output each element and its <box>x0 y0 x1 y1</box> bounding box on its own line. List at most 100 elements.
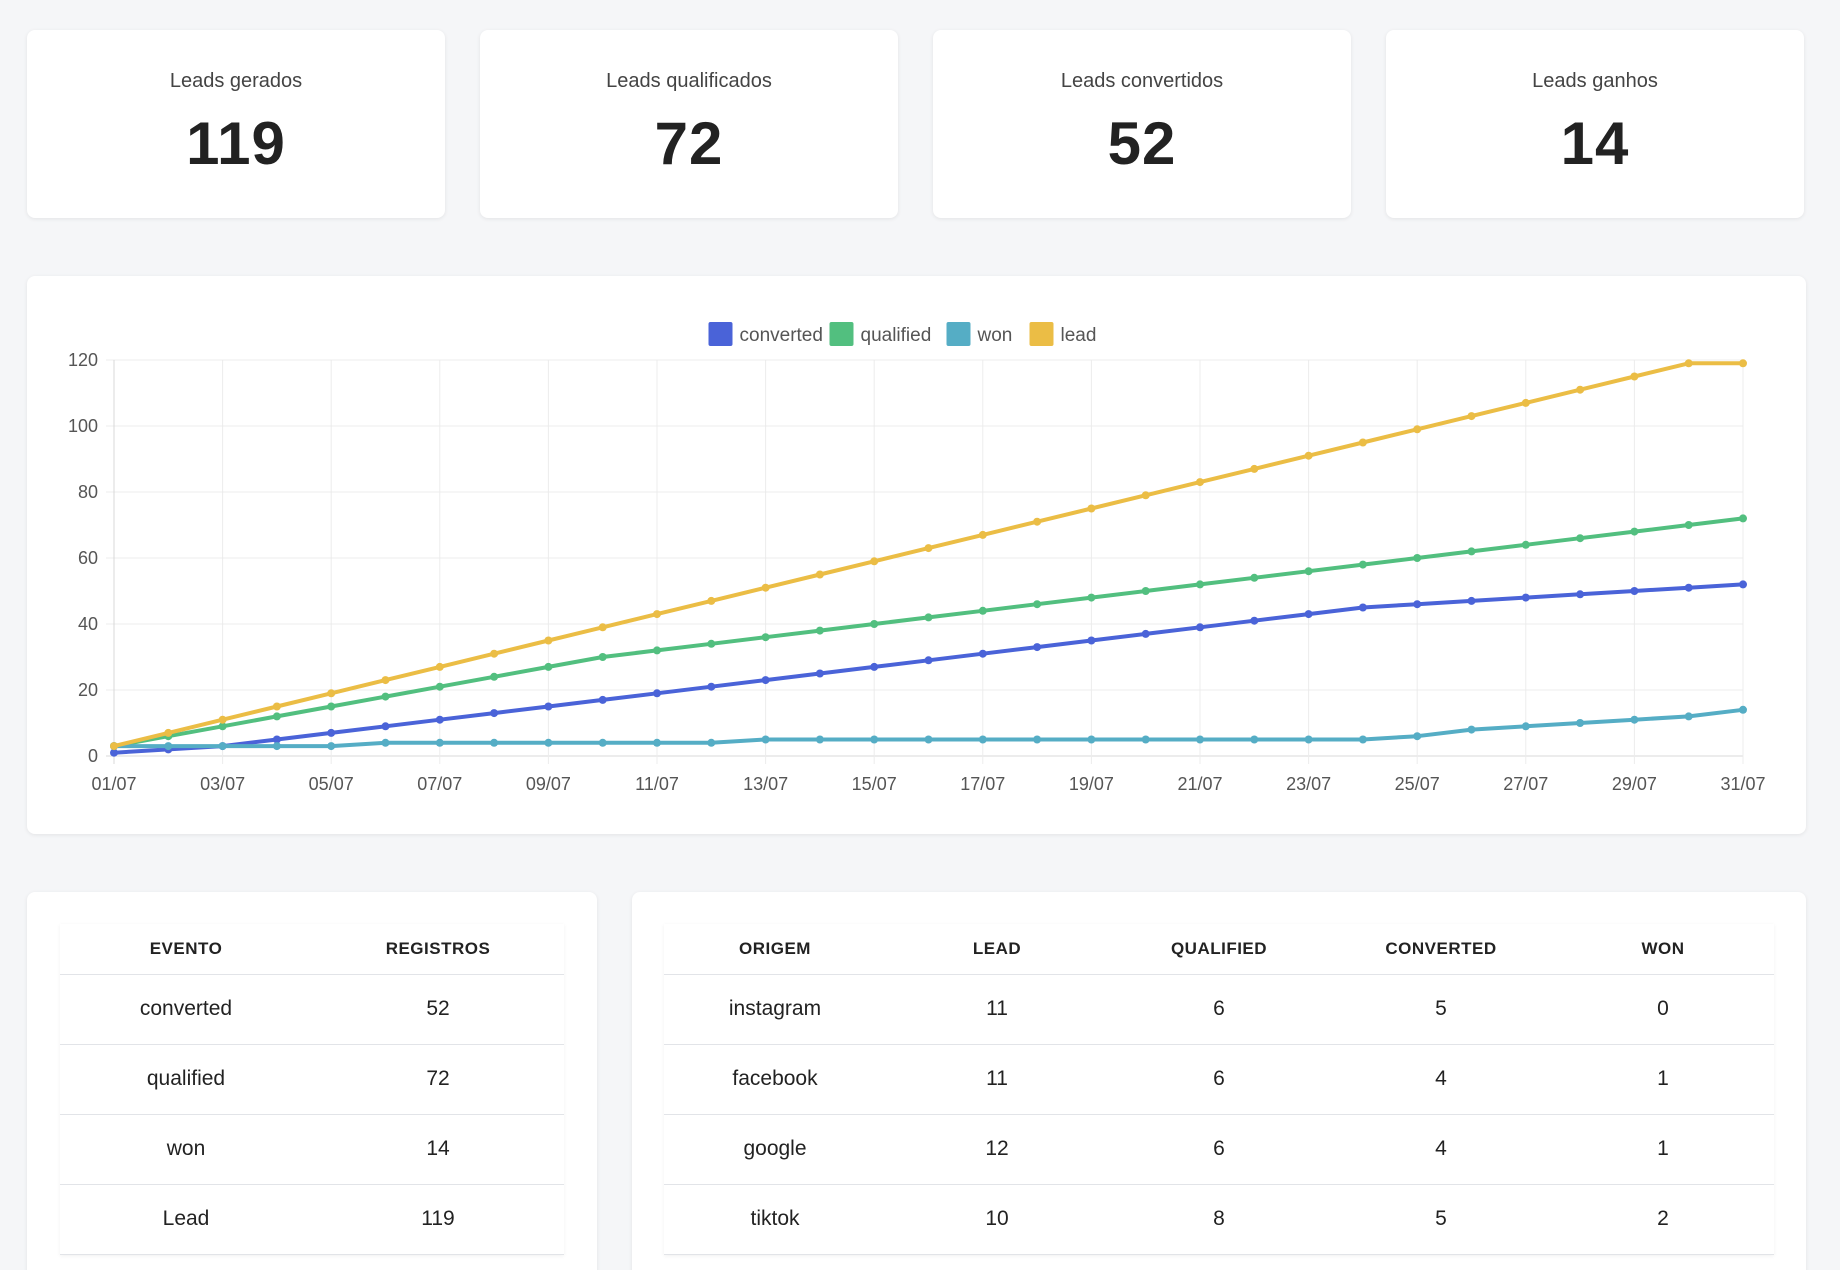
column-header-won[interactable]: Won <box>1552 924 1774 975</box>
data-point-lead <box>870 557 879 566</box>
data-point-lead <box>490 649 499 658</box>
data-point-converted <box>1413 600 1422 609</box>
kpi-value: 14 <box>1560 110 1630 177</box>
data-point-won <box>218 742 227 751</box>
data-point-converted <box>327 728 336 737</box>
data-point-qualified <box>1413 554 1422 562</box>
origin-name-cell: google <box>664 1114 886 1185</box>
x-tick-label: 23/07 <box>1286 774 1331 794</box>
column-header-converted[interactable]: Converted <box>1330 924 1552 975</box>
legend-swatch-qualified <box>829 322 854 346</box>
kpi-value: 52 <box>1107 110 1177 177</box>
data-point-qualified <box>327 702 336 711</box>
data-point-converted <box>1576 590 1585 599</box>
data-point-converted <box>1033 643 1042 652</box>
column-header-qualified[interactable]: Qualified <box>1108 924 1330 975</box>
origin-name-cell: tiktok <box>664 1184 886 1255</box>
y-tick-label: 0 <box>88 746 98 766</box>
data-point-qualified <box>1467 547 1476 556</box>
data-point-won <box>815 735 824 744</box>
data-point-qualified <box>1739 514 1747 523</box>
table-row: instagram 11 6 5 0 <box>664 974 1774 1045</box>
events-table-card: Evento Registros converted 52 qualified … <box>27 892 597 1270</box>
y-tick-label: 60 <box>78 548 98 568</box>
data-point-qualified <box>490 672 499 681</box>
data-point-qualified <box>1141 587 1150 595</box>
data-point-converted <box>653 689 661 698</box>
legend-label-lead: lead <box>1061 325 1097 346</box>
event-count-cell: 14 <box>312 1114 564 1185</box>
y-tick-label: 120 <box>68 350 98 370</box>
data-point-lead <box>1250 464 1259 473</box>
data-point-converted <box>1521 593 1530 602</box>
data-point-won <box>978 735 987 744</box>
data-point-qualified <box>1521 540 1530 549</box>
column-header-evento[interactable]: Evento <box>60 924 312 975</box>
kpi-value: 72 <box>654 110 724 177</box>
converted-count-cell: 5 <box>1330 974 1552 1045</box>
data-point-lead <box>1413 425 1422 434</box>
column-header-origem[interactable]: Origem <box>664 924 886 975</box>
data-point-lead <box>1576 385 1585 394</box>
data-point-qualified <box>544 662 553 671</box>
leads-chart-card: 0 20 40 60 80 100 120 01/07 03/07 05/07 07/07 09/07… <box>27 276 1806 834</box>
data-point-qualified <box>924 613 933 622</box>
data-point-won <box>1739 705 1747 714</box>
data-point-won <box>1413 732 1422 741</box>
data-point-qualified <box>1196 580 1204 589</box>
data-point-lead <box>761 583 770 592</box>
data-point-won <box>1358 735 1367 744</box>
legend-label-qualified: qualified <box>861 325 932 346</box>
events-table: Evento Registros converted 52 qualified … <box>60 924 564 1255</box>
x-tick-label: 03/07 <box>200 774 245 794</box>
x-tick-label: 19/07 <box>1069 774 1114 794</box>
data-point-converted <box>1196 623 1204 632</box>
kpi-value: 119 <box>186 110 286 177</box>
legend-swatch-won <box>946 322 971 346</box>
data-point-converted <box>1739 580 1747 589</box>
won-count-cell: 1 <box>1552 1044 1774 1115</box>
data-point-converted <box>1630 587 1639 595</box>
series-line-lead <box>112 361 1745 749</box>
data-point-won <box>1141 735 1150 744</box>
data-point-qualified <box>815 626 824 635</box>
data-point-lead <box>1521 398 1530 407</box>
legend-label-won: won <box>977 325 1013 346</box>
lead-count-cell: 11 <box>886 974 1108 1045</box>
qualified-count-cell: 6 <box>1108 974 1330 1045</box>
column-header-registros[interactable]: Registros <box>312 924 564 975</box>
data-point-won <box>490 738 499 747</box>
x-tick-label: 05/07 <box>309 774 354 794</box>
qualified-count-cell: 6 <box>1108 1114 1330 1185</box>
converted-count-cell: 4 <box>1330 1044 1552 1115</box>
event-count-cell: 72 <box>312 1044 564 1115</box>
legend-label-converted: converted <box>740 325 823 346</box>
x-tick-label: 29/07 <box>1612 774 1657 794</box>
event-name-cell: won <box>60 1114 312 1185</box>
data-point-won <box>1087 735 1096 744</box>
x-tick-label: 15/07 <box>852 774 897 794</box>
kpi-label: Leads qualificados <box>606 70 772 92</box>
kpi-label: Leads gerados <box>169 70 303 92</box>
data-point-won <box>598 738 607 747</box>
data-point-lead <box>381 676 390 685</box>
data-point-lead <box>164 728 173 737</box>
data-point-qualified <box>1684 521 1693 529</box>
kpi-label: Leads ganhos <box>1532 70 1658 92</box>
y-tick-label: 80 <box>78 482 98 502</box>
data-point-qualified <box>435 682 444 691</box>
column-header-lead[interactable]: Lead <box>886 924 1108 975</box>
x-tick-label: 11/07 <box>635 774 679 794</box>
x-tick-label: 21/07 <box>1177 774 1222 794</box>
x-tick-label: 25/07 <box>1395 774 1440 794</box>
data-point-won <box>1250 735 1259 744</box>
data-point-converted <box>870 662 879 671</box>
x-tick-label: 13/07 <box>743 774 788 794</box>
table-row: converted 52 <box>60 974 564 1045</box>
data-point-won <box>707 738 716 747</box>
data-point-qualified <box>978 606 987 615</box>
kpi-card-leads-ganhos: Leads ganhos 14 <box>1386 30 1804 218</box>
data-point-qualified <box>1358 560 1367 569</box>
x-tick-label: 07/07 <box>417 774 462 794</box>
data-point-lead <box>653 610 661 619</box>
